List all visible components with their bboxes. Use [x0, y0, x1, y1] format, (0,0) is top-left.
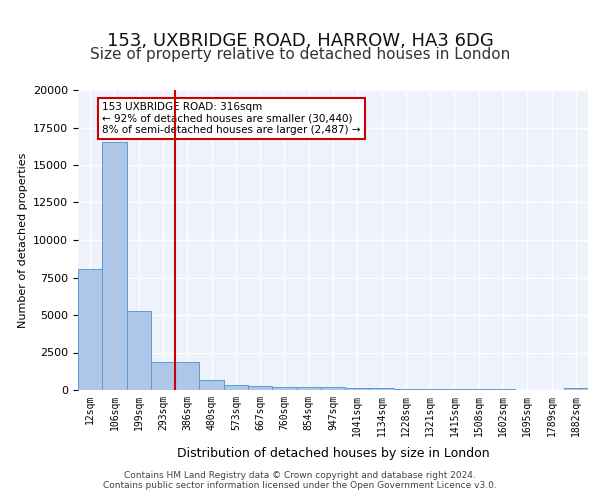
X-axis label: Distribution of detached houses by size in London: Distribution of detached houses by size …	[176, 447, 490, 460]
Bar	[127, 310, 151, 390]
Y-axis label: Number of detached properties: Number of detached properties	[17, 152, 28, 328]
Text: 153, UXBRIDGE ROAD, HARROW, HA3 6DG: 153, UXBRIDGE ROAD, HARROW, HA3 6DG	[107, 32, 493, 50]
Bar	[248, 386, 272, 390]
Bar	[370, 388, 394, 390]
Bar	[224, 385, 248, 390]
Bar	[272, 386, 296, 390]
Bar	[175, 362, 199, 390]
Text: 153 UXBRIDGE ROAD: 316sqm
← 92% of detached houses are smaller (30,440)
8% of se: 153 UXBRIDGE ROAD: 316sqm ← 92% of detac…	[102, 102, 361, 135]
Bar	[321, 388, 345, 390]
Bar	[394, 388, 418, 390]
Bar	[151, 362, 175, 390]
Text: Size of property relative to detached houses in London: Size of property relative to detached ho…	[90, 48, 510, 62]
Bar	[199, 380, 224, 390]
Bar	[467, 389, 491, 390]
Bar	[296, 387, 321, 390]
Bar	[102, 142, 127, 390]
Text: Contains HM Land Registry data © Crown copyright and database right 2024.
Contai: Contains HM Land Registry data © Crown c…	[103, 470, 497, 490]
Bar	[564, 388, 588, 390]
Bar	[418, 389, 442, 390]
Bar	[78, 268, 102, 390]
Bar	[442, 389, 467, 390]
Bar	[345, 388, 370, 390]
